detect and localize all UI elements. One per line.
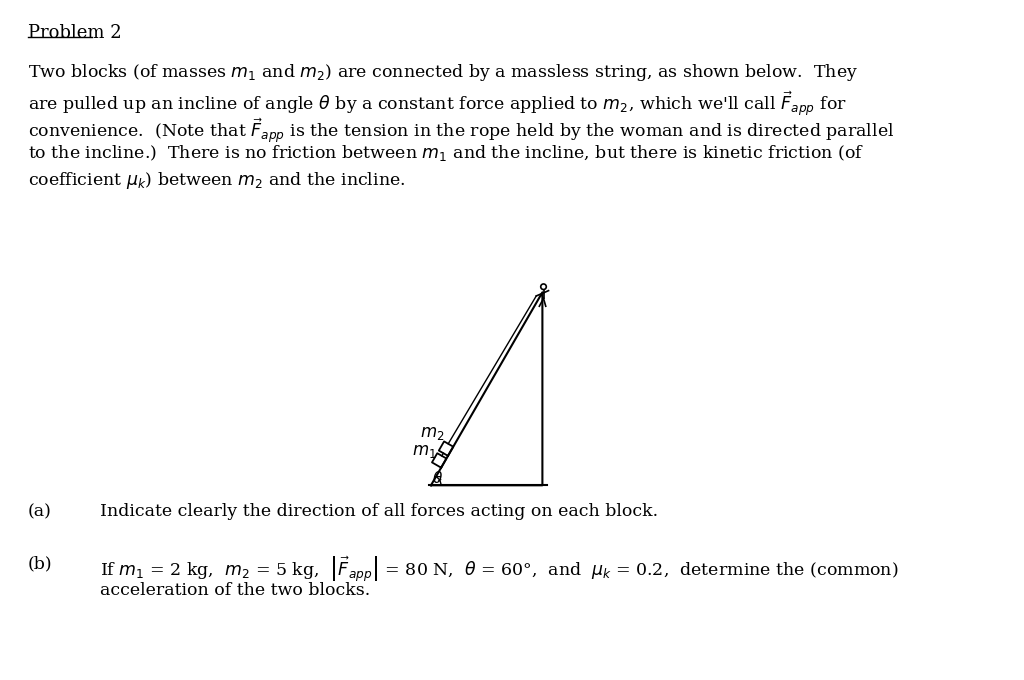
Text: $\theta$: $\theta$ — [432, 471, 443, 486]
Text: Problem 2: Problem 2 — [28, 24, 122, 42]
Text: acceleration of the two blocks.: acceleration of the two blocks. — [100, 582, 371, 599]
Text: convenience.  (Note that $\vec{F}_{app}$ is the tension in the rope held by the : convenience. (Note that $\vec{F}_{app}$ … — [28, 116, 894, 145]
Text: (a): (a) — [28, 503, 52, 520]
Text: Indicate clearly the direction of all forces acting on each block.: Indicate clearly the direction of all fo… — [100, 503, 658, 520]
Text: Two blocks (of masses $m_1$ and $m_2$) are connected by a massless string, as sh: Two blocks (of masses $m_1$ and $m_2$) a… — [28, 62, 858, 83]
Text: (b): (b) — [28, 555, 52, 572]
Text: If $m_1$ = 2 kg,  $m_2$ = 5 kg,  $\left|\vec{F}_{app}\right|$ = 80 N,  $\theta$ : If $m_1$ = 2 kg, $m_2$ = 5 kg, $\left|\v… — [100, 555, 898, 584]
Text: to the incline.)  There is no friction between $m_1$ and the incline, but there : to the incline.) There is no friction be… — [28, 143, 864, 163]
Text: $m_2$: $m_2$ — [420, 425, 444, 442]
Text: $m_1$: $m_1$ — [413, 443, 437, 460]
Text: coefficient $\mu_k$) between $m_2$ and the incline.: coefficient $\mu_k$) between $m_2$ and t… — [28, 170, 406, 191]
Text: are pulled up an incline of angle $\theta$ by a constant force applied to $m_2$,: are pulled up an incline of angle $\thet… — [28, 89, 847, 118]
